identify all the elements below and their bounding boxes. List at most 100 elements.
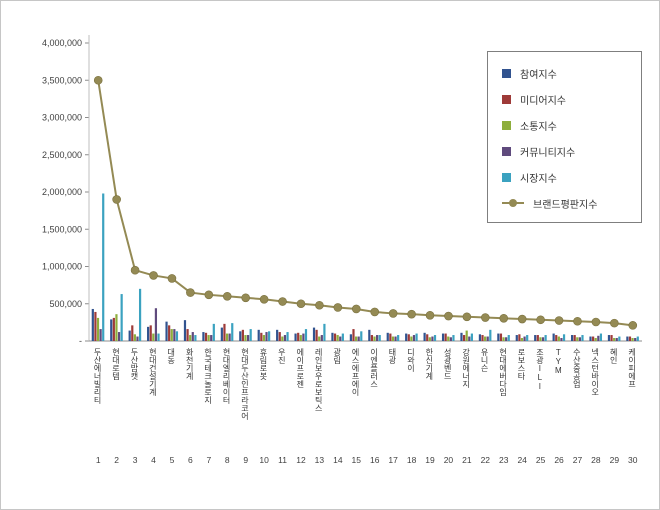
rank-label: 19 [425, 455, 435, 465]
legend-label: 브랜드평판지수 [533, 199, 598, 211]
bar [539, 337, 542, 341]
bar [207, 335, 210, 341]
bar [610, 335, 613, 341]
bar [433, 335, 437, 341]
bar [260, 332, 263, 341]
bar [460, 332, 463, 341]
rank-label: 29 [610, 455, 620, 465]
bar [449, 337, 452, 341]
bar [415, 333, 418, 341]
legend-label: 시장지수 [520, 173, 557, 185]
bar [91, 308, 94, 341]
bar [468, 336, 471, 341]
bar [412, 335, 416, 341]
rank-label: 4 [151, 455, 156, 465]
bar [597, 335, 600, 341]
legend-label: 소통지수 [520, 121, 557, 133]
bar [481, 335, 484, 341]
bar [112, 317, 115, 341]
bar [170, 329, 173, 341]
bar [152, 333, 155, 341]
bar [386, 332, 389, 341]
y-tick-label: 1,500,000 [42, 224, 82, 234]
y-tick-label: 1,000,000 [42, 262, 82, 272]
bar [570, 335, 574, 341]
line-marker [591, 317, 601, 327]
bar [241, 329, 244, 341]
bar [397, 335, 400, 341]
rank-label: 17 [388, 455, 398, 465]
rank-label: 24 [517, 455, 527, 465]
bar [576, 337, 579, 341]
bar [96, 317, 100, 341]
bar [268, 331, 271, 341]
bar [154, 308, 158, 341]
bar [368, 329, 371, 341]
line-marker [610, 318, 619, 328]
y-tick-label: 4,000,000 [42, 38, 82, 48]
rank-label: 7 [206, 455, 211, 465]
bar [507, 335, 510, 341]
bar [465, 330, 468, 341]
bar [431, 336, 434, 341]
bar [389, 333, 392, 341]
bar [323, 323, 326, 341]
legend-swatch-brand-index-line [502, 199, 524, 207]
bar [489, 329, 492, 341]
bar [281, 336, 284, 341]
legend-item: 시장지수 [502, 164, 637, 190]
bar [360, 331, 363, 341]
bar [573, 335, 576, 341]
bar [391, 336, 395, 341]
bar [94, 311, 97, 341]
bar [99, 329, 102, 341]
line-marker [444, 311, 453, 321]
bar [373, 336, 376, 341]
bar [128, 330, 131, 341]
rank-label: 28 [591, 455, 601, 465]
bar [478, 334, 482, 341]
line-marker [130, 265, 140, 275]
bar [186, 329, 189, 341]
bar [194, 335, 197, 341]
y-tick-label: 2,000,000 [42, 187, 82, 197]
bar [220, 327, 223, 341]
bar [299, 335, 302, 341]
legend-label: 미디어지수 [520, 95, 566, 107]
bar [244, 335, 247, 341]
y-tick-label: 3,000,000 [42, 113, 82, 123]
bar [138, 288, 142, 341]
bar [628, 336, 632, 341]
bar [294, 333, 297, 341]
bar [131, 325, 134, 341]
y-tick-label: 500,000 [49, 299, 82, 309]
bar [631, 338, 634, 341]
bar [410, 336, 413, 341]
line-marker [278, 297, 287, 306]
bar [191, 332, 194, 341]
rank-label: 27 [573, 455, 583, 465]
y-tick-label: - [79, 336, 82, 346]
bar [189, 335, 192, 341]
bar [497, 333, 500, 341]
bar [115, 314, 118, 341]
legend-label: 참여지수 [520, 69, 557, 81]
bar [557, 336, 560, 341]
bar [544, 335, 547, 341]
rank-label: 9 [243, 455, 248, 465]
line-marker [222, 291, 232, 301]
line-marker [536, 315, 545, 325]
rank-label: 21 [462, 455, 472, 465]
bar [541, 337, 545, 341]
line-marker [425, 310, 435, 320]
bar [304, 329, 308, 341]
bar [276, 329, 279, 341]
bar [441, 333, 445, 341]
legend-label: 커뮤니티지수 [520, 147, 576, 159]
rank-label: 8 [225, 455, 230, 465]
line-marker [333, 303, 343, 312]
legend-item: 커뮤니티지수 [502, 138, 637, 164]
bar [613, 338, 616, 341]
bar [444, 333, 447, 341]
